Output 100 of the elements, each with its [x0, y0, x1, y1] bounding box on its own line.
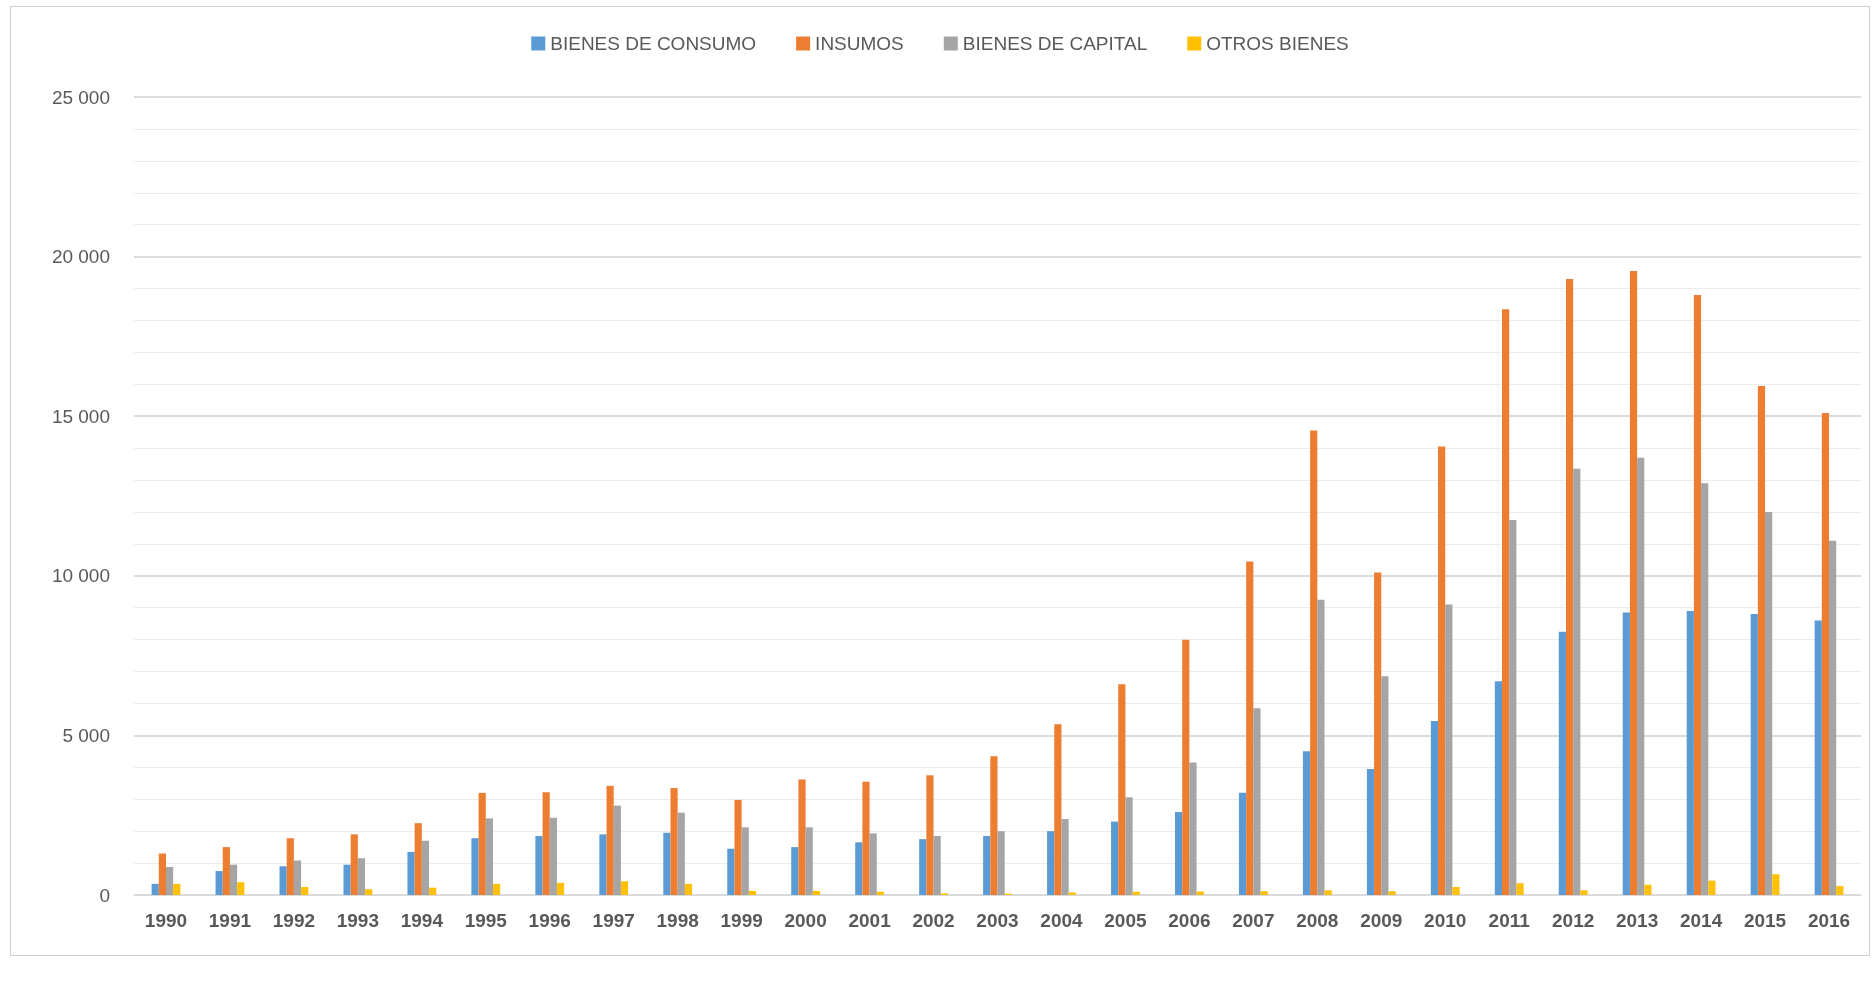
- bar: [414, 823, 422, 895]
- bar: [1196, 891, 1204, 895]
- bar: [407, 851, 415, 895]
- bar: [1175, 812, 1183, 895]
- bar: [990, 756, 998, 895]
- bar: [1814, 620, 1822, 895]
- bar: [1381, 676, 1389, 895]
- bar: [926, 775, 934, 895]
- x-tick-label: 2006: [1168, 910, 1211, 931]
- bar: [855, 842, 863, 895]
- bar: [613, 805, 621, 895]
- bar: [862, 781, 870, 895]
- bar: [1118, 684, 1126, 895]
- bar: [1310, 430, 1318, 895]
- x-tick-label: 2012: [1552, 910, 1595, 931]
- bar: [684, 883, 693, 895]
- bar: [1238, 792, 1247, 895]
- x-tick-label: 2016: [1807, 910, 1851, 931]
- bar: [165, 866, 174, 895]
- bar: [549, 817, 557, 895]
- x-tick-label: 1998: [656, 910, 699, 931]
- y-tick-label: 0: [99, 884, 110, 906]
- bar: [1516, 883, 1524, 895]
- x-tick-label: 1999: [720, 910, 763, 931]
- bar: [151, 883, 159, 895]
- bar: [1438, 446, 1446, 895]
- x-tick-label: 2002: [912, 910, 955, 931]
- bar: [1708, 880, 1716, 895]
- bar: [1693, 294, 1702, 895]
- bar: [919, 839, 927, 895]
- bar: [229, 864, 238, 895]
- bar: [1125, 797, 1133, 895]
- bar: [791, 847, 799, 895]
- bar: [215, 871, 223, 895]
- bar: [1565, 278, 1574, 895]
- bar: [1430, 721, 1439, 895]
- legend-label: INSUMOS: [815, 33, 904, 54]
- bar: [350, 834, 358, 895]
- bar: [1580, 890, 1588, 895]
- bar: [1821, 413, 1830, 895]
- y-tick-label: 5 000: [62, 724, 110, 746]
- x-tick-label: 1990: [144, 910, 188, 931]
- x-tick-label: 2013: [1615, 910, 1659, 931]
- bar: [805, 827, 813, 895]
- bar: [1374, 572, 1382, 895]
- x-tick-label: 1994: [400, 910, 444, 931]
- bar: [599, 834, 607, 895]
- bar: [286, 838, 294, 895]
- bar: [1182, 639, 1190, 895]
- bar: [798, 779, 806, 895]
- bar: [1366, 768, 1375, 895]
- bar: [1047, 831, 1055, 895]
- x-tick-label: 1995: [464, 910, 508, 931]
- bar: [429, 887, 437, 895]
- bar: [663, 832, 671, 895]
- bar: [812, 890, 820, 895]
- legend-label: OTROS BIENES: [1206, 33, 1349, 54]
- bar: [158, 853, 166, 895]
- x-tick-label: 2004: [1040, 910, 1084, 931]
- bar: [1701, 483, 1709, 895]
- bar: [1260, 891, 1268, 895]
- bar: [748, 890, 757, 895]
- bar: [421, 840, 430, 895]
- x-tick-label: 1992: [272, 910, 316, 931]
- bar: [301, 887, 309, 895]
- bar: [1246, 561, 1254, 895]
- bar: [1558, 631, 1566, 895]
- bar: [1317, 599, 1325, 895]
- bar: [173, 883, 181, 895]
- bar: [1324, 890, 1332, 895]
- bar: [1388, 891, 1396, 895]
- bar: [1765, 511, 1773, 895]
- bar: [1494, 681, 1503, 895]
- legend-label: BIENES DE CAPITAL: [962, 33, 1148, 54]
- bar: [741, 827, 749, 895]
- x-tick-label: 2005: [1104, 910, 1147, 931]
- bar: [1189, 762, 1197, 895]
- bar: [1637, 457, 1645, 895]
- x-tick-label: 2011: [1488, 910, 1531, 931]
- bar: [606, 785, 614, 895]
- x-tick-label: 2015: [1743, 910, 1787, 931]
- bar: [876, 891, 884, 895]
- y-tick-label: 15 000: [51, 405, 110, 427]
- bar: [492, 883, 501, 895]
- bar: [293, 860, 302, 895]
- bar: [471, 838, 479, 895]
- bar: [1054, 724, 1062, 895]
- bar: [1644, 884, 1652, 895]
- bar: [478, 792, 486, 895]
- bar: [1757, 385, 1766, 895]
- bar: [734, 799, 742, 895]
- bar: [1750, 614, 1758, 895]
- legend-label: BIENES DE CONSUMO: [550, 33, 757, 54]
- y-tick-label: 25 000: [51, 86, 110, 108]
- bar: [997, 831, 1005, 895]
- x-tick-label: 2014: [1679, 910, 1723, 931]
- x-tick-label: 2009: [1360, 910, 1403, 931]
- x-tick-label: 2001: [848, 910, 892, 931]
- x-tick-label: 2003: [976, 910, 1019, 931]
- bar: [485, 818, 493, 895]
